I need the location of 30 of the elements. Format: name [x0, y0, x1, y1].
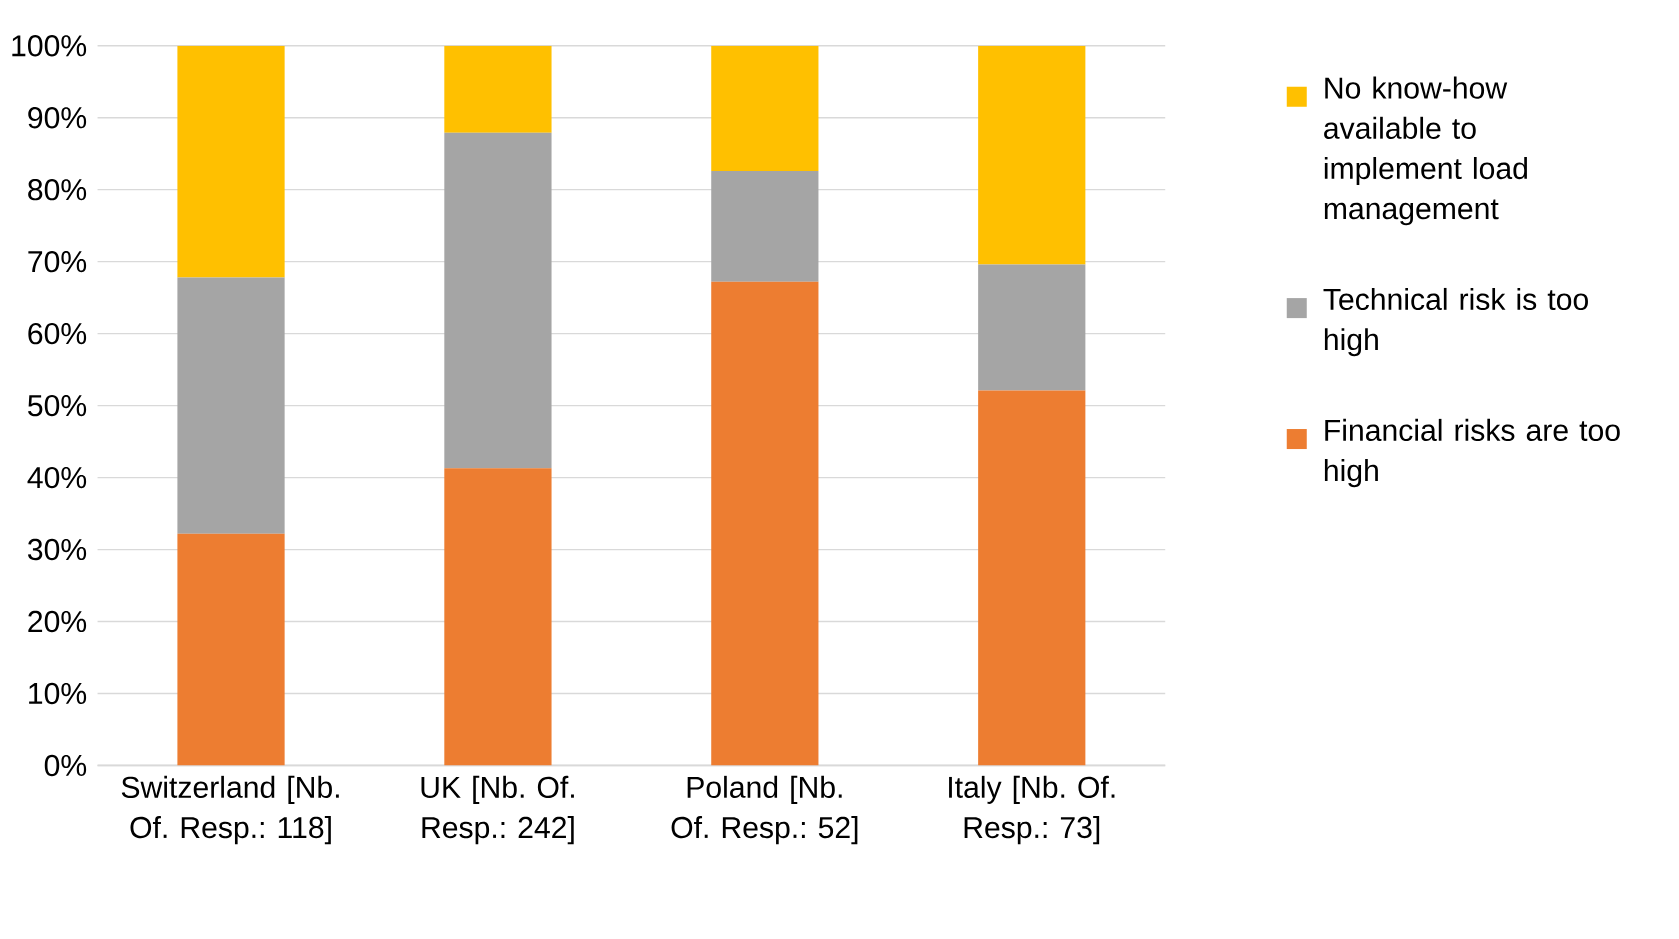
y-tick-label: 70% [28, 250, 87, 273]
bar [444, 468, 552, 766]
y-tick-label: 60% [28, 322, 87, 345]
bar [978, 45, 1086, 265]
bar [978, 264, 1086, 391]
y-tick-label: 40% [27, 466, 87, 489]
x-tick-label: Switzerland [Nb. Of. Resp.: 118] [121, 775, 339, 845]
bar [711, 281, 819, 766]
bar [711, 45, 819, 171]
bar [177, 277, 285, 534]
y-tick-label: 90% [28, 107, 87, 129]
x-tick-label: UK [Nb. Of. Resp.: 242] [421, 775, 574, 845]
y-tick-label: 50% [28, 394, 87, 417]
y-tick-label: 80% [28, 179, 87, 201]
legend-label: Technical risk is too high [1323, 287, 1588, 357]
legend-label: Financial risks are too high [1324, 418, 1620, 488]
legend-label: No know-how available to implement load management [1324, 76, 1527, 226]
bar [978, 390, 1086, 766]
bar [711, 171, 819, 282]
bar [444, 45, 552, 133]
x-tick-label: Italy [Nb. Of. Resp.: 73] [949, 775, 1115, 845]
y-tick-label: 30% [27, 538, 87, 561]
y-tick-label: 20% [28, 610, 87, 633]
bar [177, 45, 285, 278]
y-tick-label: 0% [44, 754, 87, 777]
bar [444, 132, 552, 469]
y-tick-label: 10% [29, 682, 87, 705]
x-tick-label: Poland [Nb. Of. Resp.: 52] [671, 775, 858, 845]
y-tick-label: 100% [12, 35, 87, 57]
bar [177, 533, 285, 766]
